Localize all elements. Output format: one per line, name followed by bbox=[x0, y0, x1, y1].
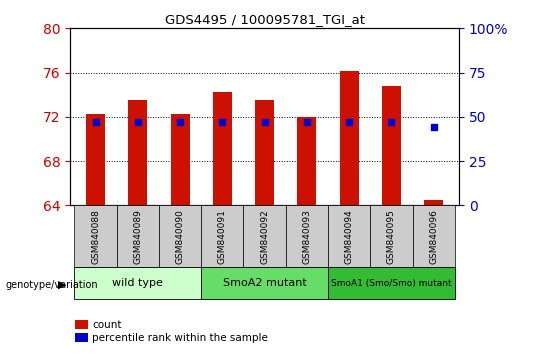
Point bbox=[91, 119, 100, 125]
FancyBboxPatch shape bbox=[201, 205, 244, 267]
Bar bbox=[129, 100, 147, 205]
Text: ▶: ▶ bbox=[58, 280, 66, 290]
FancyBboxPatch shape bbox=[328, 267, 455, 299]
Legend: count, percentile rank within the sample: count, percentile rank within the sample bbox=[76, 320, 268, 343]
FancyBboxPatch shape bbox=[75, 267, 201, 299]
FancyBboxPatch shape bbox=[286, 205, 328, 267]
Bar bbox=[86, 114, 105, 205]
Point bbox=[387, 119, 396, 125]
Text: GSM840092: GSM840092 bbox=[260, 209, 269, 264]
Text: SmoA1 (Smo/Smo) mutant: SmoA1 (Smo/Smo) mutant bbox=[331, 279, 451, 288]
Text: GSM840090: GSM840090 bbox=[176, 209, 185, 264]
FancyBboxPatch shape bbox=[117, 205, 159, 267]
FancyBboxPatch shape bbox=[413, 205, 455, 267]
Point bbox=[429, 125, 438, 130]
Bar bbox=[340, 72, 359, 205]
Text: GSM840096: GSM840096 bbox=[429, 209, 438, 264]
Bar bbox=[424, 200, 443, 205]
Title: GDS4495 / 100095781_TGI_at: GDS4495 / 100095781_TGI_at bbox=[165, 13, 364, 26]
Bar bbox=[382, 86, 401, 205]
Point bbox=[176, 119, 184, 125]
Point bbox=[133, 119, 142, 125]
FancyBboxPatch shape bbox=[244, 205, 286, 267]
Bar bbox=[298, 117, 316, 205]
FancyBboxPatch shape bbox=[201, 267, 328, 299]
FancyBboxPatch shape bbox=[159, 205, 201, 267]
Text: GSM840095: GSM840095 bbox=[387, 209, 396, 264]
Bar bbox=[171, 114, 190, 205]
Text: GSM840088: GSM840088 bbox=[91, 209, 100, 264]
Text: wild type: wild type bbox=[112, 278, 163, 288]
Bar bbox=[255, 100, 274, 205]
FancyBboxPatch shape bbox=[75, 205, 117, 267]
Text: GSM840089: GSM840089 bbox=[133, 209, 143, 264]
Bar bbox=[213, 92, 232, 205]
Text: SmoA2 mutant: SmoA2 mutant bbox=[222, 278, 307, 288]
Point bbox=[302, 119, 311, 125]
Point bbox=[345, 119, 354, 125]
Text: GSM840094: GSM840094 bbox=[345, 209, 354, 264]
Point bbox=[218, 119, 227, 125]
FancyBboxPatch shape bbox=[328, 205, 370, 267]
Point bbox=[260, 119, 269, 125]
Text: GSM840091: GSM840091 bbox=[218, 209, 227, 264]
Text: genotype/variation: genotype/variation bbox=[5, 280, 98, 290]
Text: GSM840093: GSM840093 bbox=[302, 209, 312, 264]
FancyBboxPatch shape bbox=[370, 205, 413, 267]
